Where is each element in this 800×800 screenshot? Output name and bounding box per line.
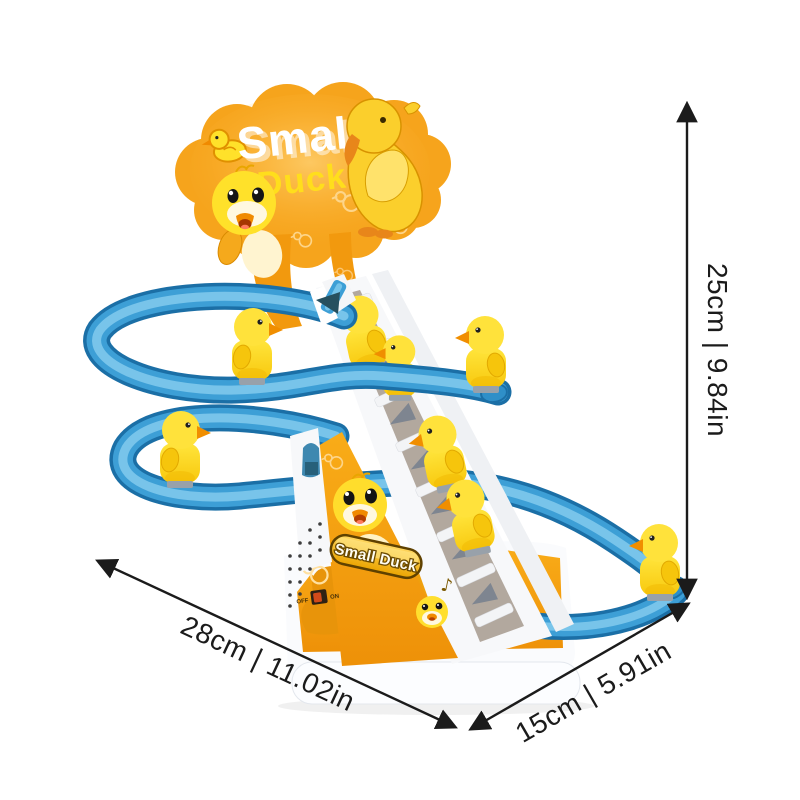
depth-dimension-arrow [468,602,691,731]
staircase-right-rail [372,270,574,632]
width-dimension-arrow [95,558,458,730]
rubber-duck-icon [201,128,247,163]
bottom-chick-face [416,596,448,628]
upper-track [83,282,512,406]
switch-knob[interactable] [313,592,322,603]
arch-shadow [305,462,318,475]
big-duck-illustration [344,98,423,239]
height-dimension-label: 25cm | 9.84in [702,263,733,437]
chick-face-illustration [212,164,283,278]
chute-opening [316,292,340,314]
slide-chute [310,274,356,326]
tower-left-wall [290,428,332,572]
sign-board: Small Small Duck [175,82,451,330]
switch-on-label: ON [330,594,340,601]
